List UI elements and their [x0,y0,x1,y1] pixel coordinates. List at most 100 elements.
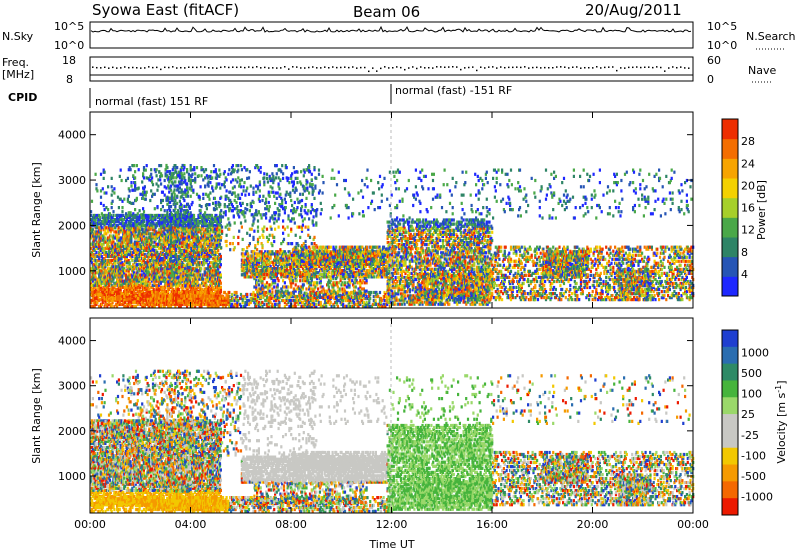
range-cell [143,283,146,287]
range-cell [110,302,113,306]
freq-panel-frame [89,56,694,82]
range-cell [167,287,171,291]
range-cell [115,287,118,291]
range-cell [207,226,210,230]
range-cell [217,304,220,308]
range-cell [152,273,155,277]
range-cell [141,265,145,269]
range-cell [219,285,222,289]
range-cell [104,222,107,226]
range-cell [98,257,101,261]
range-cell [212,236,215,240]
range-cell [148,304,151,308]
range-cell [113,230,116,234]
range-cell [133,226,136,230]
range-cell [101,250,104,254]
range-cell [130,238,133,242]
range-cell [163,287,166,291]
range-cell [118,222,121,226]
nave-dot [428,66,430,69]
range-cell [90,298,94,303]
range-cell [90,213,93,218]
range-cell [107,213,111,218]
range-cell [249,296,252,301]
range-cell [123,240,126,244]
range-cell [121,242,124,246]
range-cell [230,298,234,303]
range-cell [205,279,208,283]
range-cell [177,230,180,234]
range-cell [108,298,111,303]
nave-tick-top: 60 [707,54,721,67]
range-cell [103,277,106,281]
range-cell [107,283,111,287]
range-cell [142,271,145,275]
nave-dot [152,66,154,69]
range-cell [107,271,111,275]
range-cell [170,281,173,285]
range-cell [149,290,152,295]
range-cell [172,246,175,250]
range-cell [127,213,130,218]
range-cell [167,222,170,226]
nave-dot [240,66,242,68]
range-cell [136,302,139,306]
range-cell [156,290,159,295]
nave-dot [260,67,262,69]
range-cell [229,298,232,303]
range-cell [110,265,113,269]
nave-dot [508,66,510,69]
range-cell [189,250,192,254]
range-cell [166,265,169,269]
range-cell [130,234,133,238]
range-cell [147,261,150,265]
range-cell [133,271,136,275]
range-cell [239,302,242,306]
nave-dot [180,66,182,69]
nave-dot [272,67,274,69]
range-cell [157,220,160,224]
range-cell [187,218,190,222]
range-cell [194,244,197,248]
nave-dot [384,66,386,68]
range-cell [90,250,94,254]
range-cell [129,254,132,259]
range-cell [175,271,179,275]
nave-dot [516,66,518,68]
range-cell [182,224,185,228]
range-cell [177,218,180,222]
range-cell [100,222,103,226]
range-cell [147,257,150,261]
range-cell [90,218,93,222]
range-cell [99,285,102,289]
range-cell [177,287,180,291]
range-cell [193,285,196,289]
range-cell [139,259,142,263]
nave-dot [328,67,330,69]
range-cell [181,302,184,306]
range-cell [198,254,201,259]
range-cell [217,248,220,252]
range-cell [142,294,145,299]
range-cell [135,213,138,218]
range-cell [117,257,120,261]
nave-dot [196,66,198,69]
range-cell [101,287,104,291]
nave-dot [480,66,482,68]
range-cell [200,242,203,246]
range-cell [174,228,177,232]
range-cell [125,226,128,230]
range-cell [119,271,122,275]
range-cell [96,254,99,259]
range-cell [163,304,166,308]
range-cell [142,259,145,263]
range-cell [212,252,215,257]
range-cell [126,250,129,254]
range-cell [188,252,191,257]
range-cell [158,261,162,265]
range-cell [174,304,177,308]
range-cell [99,275,102,279]
range-cell [125,240,128,244]
range-cell [136,300,139,305]
range-cell [168,279,171,283]
